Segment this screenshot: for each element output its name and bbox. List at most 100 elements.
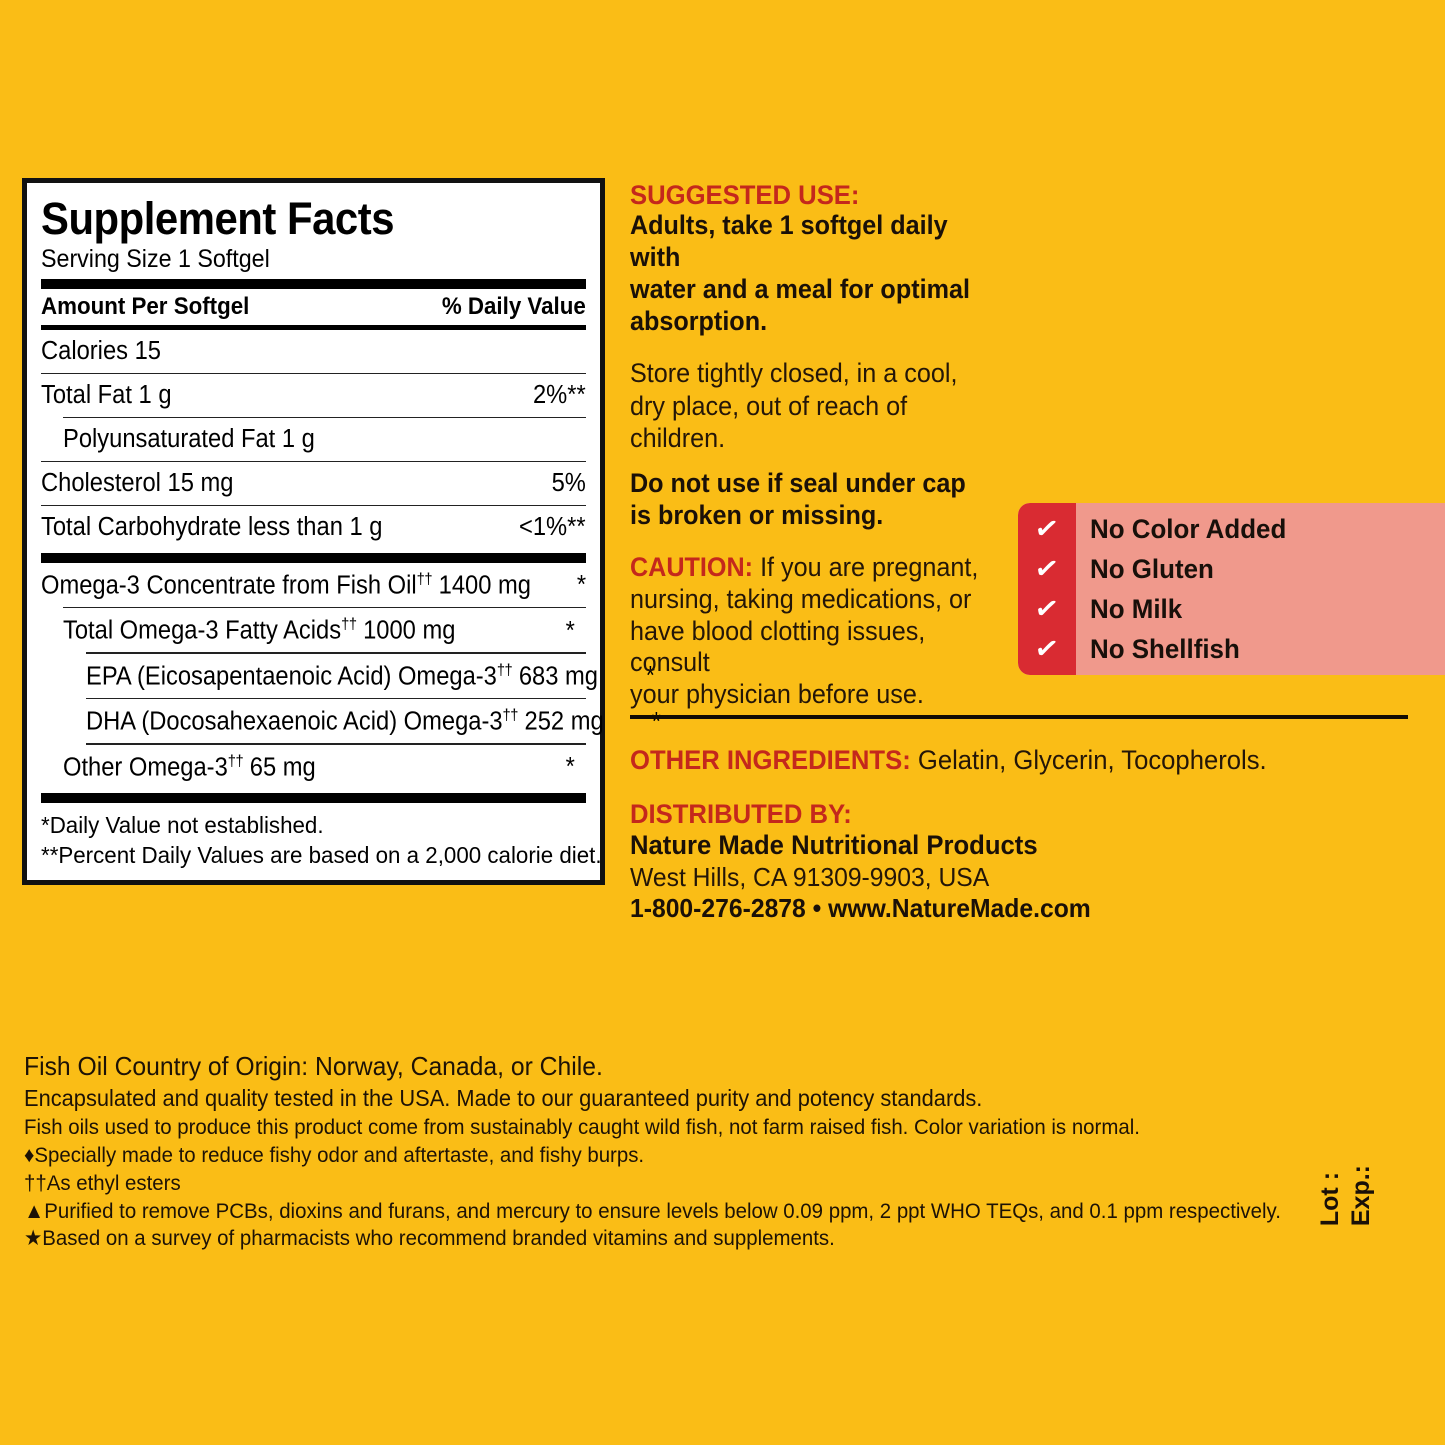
badge-item: No Shellfish [1090,634,1240,664]
storage-line: Store tightly closed, in a cool, [630,358,958,389]
manufacturer-info: OTHER INGREDIENTS: Gelatin, Glycerin, To… [630,744,1430,924]
check-icon: ✓ [1032,511,1062,546]
badge-item: No Color Added [1090,514,1287,544]
exp-label: Exp.: [1347,1165,1375,1227]
rule-under-header [41,325,586,331]
table-row: Omega-3 Concentrate from Fish Oil†† 1400… [41,563,586,607]
other-ingredients-heading: OTHER INGREDIENTS: [630,745,911,775]
table-header-row: Amount Per Softgel % Daily Value [41,289,586,325]
nutrient-label: Calories 15 [41,337,161,366]
footnote-single-star: *Daily Value not established. [41,811,324,838]
daily-value-label: % Daily Value [442,293,586,321]
check-icon: ✓ [1032,631,1062,666]
nutrient-value: 2%** [533,381,586,410]
row-divider [86,652,586,654]
table-row: Total Omega-3 Fatty Acids†† 1000 mg * [41,608,586,652]
caution-block: CAUTION: If you are pregnant, nursing, t… [630,552,1020,711]
distributed-by-heading: DISTRIBUTED BY: [630,798,852,829]
seal-warning-text: Do not use if seal under cap is broken o… [630,468,1001,532]
section-divider [630,715,1408,719]
storage-line: dry place, out of reach of children. [630,390,908,454]
caution-text: If you are pregnant, [753,552,979,582]
nutrient-label: Omega-3 Concentrate from Fish Oil†† 1400… [41,570,531,600]
row-divider [86,697,586,700]
nutrient-label: Total Fat 1 g [41,381,172,410]
nutrient-value: 5% [551,469,586,498]
company-contact: 1-800-276-2878 • www.NatureMade.com [630,892,1091,923]
nutrient-value: * [576,571,586,600]
footer-line-ethylesters: ††As ethyl esters [24,1170,181,1195]
seal-warning-line: Do not use if seal under cap [630,468,966,499]
row-divider [63,606,586,609]
free-of-badge: ✓ ✓ ✓ ✓ No Color Added No Gluten No Milk… [1018,503,1445,675]
row-divider [41,504,586,507]
suggested-use-line: absorption. [630,305,768,336]
checkmark-strip: ✓ ✓ ✓ ✓ [1018,503,1076,675]
suggested-use-heading: SUGGESTED USE: [630,180,860,210]
lot-exp-block: Lot : Exp.: [1316,1165,1376,1226]
footnotes: *Daily Value not established. **Percent … [41,803,602,870]
badge-item: No Gluten [1090,554,1214,584]
nutrient-label: Cholesterol 15 mg [41,469,234,498]
nutrient-value: <1%** [519,513,586,542]
table-row: Cholesterol 15 mg 5% [41,462,586,505]
table-row: Other Omega-3†† 65 mg * [41,745,586,789]
table-row: DHA (Docosahexaenoic Acid) Omega-3†† 252… [41,699,661,743]
caution-line: your physician before use. [630,679,924,710]
nutrient-value: * [565,616,575,645]
seal-warning-line: is broken or missing. [630,500,884,531]
suggested-use-body: Adults, take 1 softgel daily with water … [630,210,1001,337]
lot-label: Lot : [1316,1171,1344,1227]
row-divider [63,416,586,419]
nutrient-value: * [651,707,661,736]
badge-item-list: No Color Added No Gluten No Milk No Shel… [1076,503,1445,675]
amount-per-softgel-label: Amount Per Softgel [41,293,250,321]
suggested-use-line: Adults, take 1 softgel daily with [630,210,948,273]
footer-line-odor: ♦Specially made to reduce fishy odor and… [24,1142,645,1167]
footer-line-encapsulated: Encapsulated and quality tested in the U… [24,1084,983,1111]
badge-item: No Milk [1090,594,1183,624]
other-ingredients-row: OTHER INGREDIENTS: Gelatin, Glycerin, To… [630,744,1390,777]
company-address: West Hills, CA 91309-9903, USA [630,861,990,892]
footer-line-origin: Fish Oil Country of Origin: Norway, Cana… [24,1051,603,1081]
caution-line: nursing, taking medications, or [630,583,972,614]
caution-heading: CAUTION: [630,552,754,582]
footer-line-survey: ★Based on a survey of pharmacists who re… [24,1226,835,1251]
supplement-facts-title: Supplement Facts [41,193,395,244]
nutrient-label: EPA (Eicosapentaenoic Acid) Omega-3†† 68… [86,661,598,691]
serving-size-text: Serving Size 1 Softgel [41,244,270,273]
other-ingredients-text: Gelatin, Glycerin, Tocopherols. [910,745,1267,775]
caution-line: CAUTION: If you are pregnant, [630,552,1001,584]
table-row: Total Fat 1 g 2%** [41,374,586,417]
usage-column: SUGGESTED USE: Adults, take 1 softgel da… [630,180,1020,711]
spacer [630,337,1020,357]
row-divider [86,743,586,745]
caution-line: have blood clotting issues, consult [630,615,926,678]
rule-thick-mid [41,552,586,563]
footnote-double-star: **Percent Daily Values are based on a 2,… [41,842,602,869]
nutrient-label: Other Omega-3†† 65 mg [63,752,316,782]
footer-fine-print: Fish Oil Country of Origin: Norway, Cana… [24,1050,1314,1253]
table-row: EPA (Eicosapentaenoic Acid) Omega-3†† 68… [41,654,654,698]
row-divider [41,372,586,375]
table-row: Total Carbohydrate less than 1 g <1%** [41,506,586,549]
nutrient-label: Total Carbohydrate less than 1 g [41,513,383,542]
row-divider [41,460,586,463]
nutrient-label: Polyunsaturated Fat 1 g [63,425,315,454]
table-row: Calories 15 [41,330,586,373]
company-name: Nature Made Nutritional Products [630,830,1038,861]
check-icon: ✓ [1032,551,1062,586]
table-row: Polyunsaturated Fat 1 g [41,418,586,461]
spacer [630,454,1020,468]
footer-line-fishoils: Fish oils used to produce this product c… [24,1114,1140,1139]
storage-text: Store tightly closed, in a cool, dry pla… [630,357,1001,454]
nutrient-label: Total Omega-3 Fatty Acids†† 1000 mg [63,616,456,645]
nutrient-value: * [645,662,655,691]
check-icon: ✓ [1032,591,1062,626]
nutrient-label: DHA (Docosahexaenoic Acid) Omega-3†† 252… [86,707,604,736]
nutrient-value: * [565,753,575,782]
suggested-use-line: water and a meal for optimal [630,273,970,304]
rule-thick-bottom [41,792,586,803]
supplement-facts-panel: Supplement Facts Serving Size 1 Softgel … [22,178,661,886]
footer-line-purified: ▲Purified to remove PCBs, dioxins and fu… [24,1198,1281,1223]
